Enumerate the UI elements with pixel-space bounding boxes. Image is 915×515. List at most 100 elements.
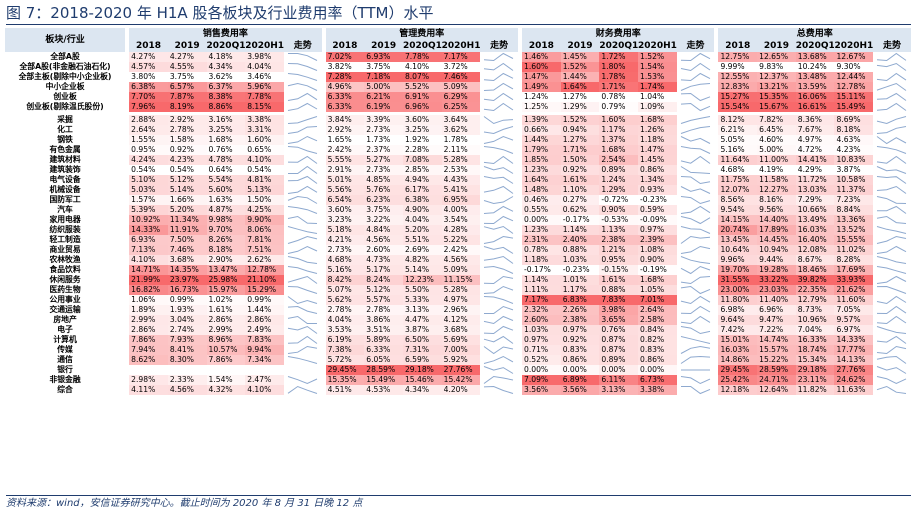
value-cell: 16.06% [795,92,835,102]
value-cell: 4.43% [441,175,481,185]
value-cell: 0.83% [638,345,677,355]
trend-sparkline [877,116,907,125]
group-separator [321,195,326,205]
value-cell: 18.46% [795,265,835,275]
trend-line [484,62,514,71]
trend-cell [283,315,322,325]
value-cell: 29.45% [718,365,758,375]
trend-sparkline [877,256,907,264]
group-separator [714,175,719,185]
value-cell: 6.93% [129,235,168,245]
trend-cell [873,135,911,145]
value-cell: 8.36% [795,115,835,125]
trend-sparkline [287,235,317,244]
group-separator [321,385,326,395]
value-cell: 11.34% [167,215,207,225]
value-cell: 1.46% [522,52,561,62]
group-separator [125,125,130,135]
group-separator [517,295,523,305]
trend-line [680,52,710,62]
trend-line [484,355,514,364]
value-cell: 3.75% [167,72,207,82]
value-cell: 1.57% [129,195,168,205]
value-cell: 13.52% [834,225,874,235]
value-cell: 6.73% [638,375,677,385]
value-cell: 13.47% [206,265,246,275]
value-cell: 0.86% [638,355,677,365]
trend-cell [283,265,322,275]
value-cell: 4.55% [167,62,207,72]
trend-cell [676,155,715,165]
value-cell: 29.45% [325,365,365,375]
trend-line [287,305,317,314]
value-cell: 3.82% [325,62,365,72]
group-separator [321,275,326,285]
value-cell: 2.40% [560,235,600,245]
value-cell: 1.44% [245,305,284,315]
group-separator [125,102,130,112]
value-cell: 16.61% [795,102,835,112]
value-cell: 6.19% [325,335,365,345]
trend-sparkline [484,385,514,394]
trend-line [484,82,514,91]
table-row: 传媒 7.94% 8.41% 10.57% 9.94% 7.38% 6.33% 7.31% 7.… [5,345,911,355]
trend-cell [676,385,715,395]
value-cell: 1.18% [522,255,561,265]
value-cell: 1.72% [599,52,639,62]
value-cell: 1.60% [522,62,561,72]
trend-cell [873,125,911,135]
trend-line [484,366,514,374]
value-cell: 2.62% [245,255,284,265]
value-cell: 6.83% [560,295,600,305]
trend-cell [283,145,322,155]
trend-cell [480,375,518,385]
value-cell: 11.63% [834,385,874,395]
trend-line [484,285,514,294]
value-cell: 3.38% [245,115,284,125]
trend-cell [873,165,911,175]
group-separator [714,115,719,125]
group-separator [321,225,326,235]
group-separator [714,325,719,335]
table-row: 中小企业板 6.38% 6.57% 6.37% 5.96% 4.96% 5.00% 5.52%… [5,82,911,92]
trend-sparkline [877,245,907,254]
trend-sparkline [287,385,318,394]
table-row: 轻工制造 6.93% 7.50% 8.26% 7.81% 4.21% 4.56% 5.51% 5… [5,235,911,245]
trend-line [484,315,514,325]
value-cell: 2.90% [206,255,246,265]
value-cell: 5.28% [441,155,481,165]
row-name: 创业板 [53,92,77,101]
value-cell: 6.21% [364,92,403,102]
trend-sparkline [287,63,318,71]
value-cell: 12.78% [834,82,874,92]
value-cell: 4.04% [245,62,284,72]
trend-cell [480,285,518,295]
group-separator [321,315,326,325]
value-cell: 1.11% [522,285,561,295]
value-cell: 2.86% [129,325,168,335]
trend-line [484,196,514,205]
trend-sparkline [680,52,710,62]
trend-cell [480,135,518,145]
value-cell: 0.97% [638,225,677,235]
table-row: 创业板 7.70% 7.87% 8.38% 7.78% 6.33% 6.21% 6.91% 6.… [5,92,911,102]
value-cell: 13.45% [718,235,758,245]
group-separator [714,62,719,72]
value-cell: 9.94% [245,345,284,355]
value-cell: 12.65% [757,52,796,62]
value-cell: 0.00% [522,215,561,225]
trend-sparkline [484,305,514,314]
group-separator [125,145,130,155]
value-cell: 4.57% [129,62,168,72]
value-cell: 15.49% [834,102,874,112]
value-cell: 5.50% [402,285,442,295]
trend-cell [873,245,911,255]
table-row: 建筑装饰 0.54% 0.54% 0.64% 0.54% 2.91% 2.73% 2.85% 2… [5,165,911,175]
value-cell: 0.66% [522,125,561,135]
group-separator [517,375,523,385]
trend-cell [873,315,911,325]
group-separator [125,235,130,245]
value-cell: 33.22% [757,275,796,285]
group-separator [714,92,719,102]
trend-line [484,215,514,225]
